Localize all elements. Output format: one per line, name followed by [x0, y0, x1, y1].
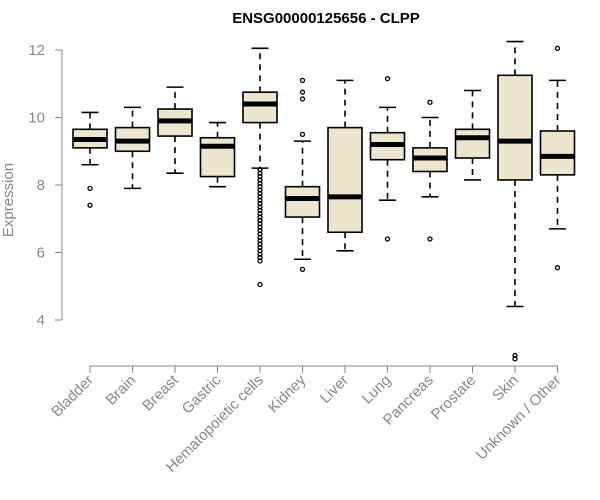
box-3 [157, 86, 193, 174]
iqr-box [497, 74, 533, 181]
box-10 [454, 89, 491, 181]
outlier-point [87, 185, 93, 192]
outlier-point [257, 258, 263, 264]
iqr-box [284, 185, 321, 218]
x-tick-label: Prostate [428, 372, 480, 424]
box-7 [327, 79, 363, 252]
boxes [72, 40, 576, 362]
chart-title: ENSG00000125656 - CLPP [232, 10, 420, 27]
box-11 [497, 40, 533, 362]
box-5 [242, 47, 278, 288]
y-tick-label: 8 [37, 177, 45, 194]
x-tick-label: Liver [317, 372, 352, 407]
x-tick-label: Breast [139, 371, 182, 414]
box-8 [369, 76, 406, 242]
box-2 [114, 106, 151, 190]
outlier-point [299, 89, 306, 95]
iqr-box [539, 130, 576, 176]
y-ticks: 4 6 8 10 12 [28, 42, 62, 329]
x-tick-label: Lung [359, 372, 395, 408]
x-tick-label: Brain [103, 372, 140, 409]
x-tick-label: Bladder [48, 372, 97, 421]
y-tick-label: 10 [28, 110, 45, 127]
outlier-point [554, 265, 561, 271]
outlier-point [299, 266, 306, 273]
y-tick-label: 6 [37, 245, 45, 262]
y-axis-label: Expression [0, 163, 17, 237]
outlier-point [299, 131, 306, 138]
box-6 [284, 77, 321, 273]
iqr-box [242, 91, 278, 124]
outlier-point [87, 202, 93, 208]
box-1 [72, 111, 108, 208]
iqr-box [199, 136, 236, 178]
iqr-box [327, 126, 363, 234]
x-tick-label: Kidney [265, 371, 310, 416]
outlier-point [427, 99, 433, 105]
y-tick-label: 12 [28, 42, 45, 59]
y-tick-label: 4 [37, 312, 45, 329]
box-12 [539, 45, 576, 271]
outlier-point [427, 236, 433, 242]
outlier-point [257, 281, 263, 288]
outlier-point [299, 77, 306, 84]
x-tick-label: Skin [489, 372, 522, 405]
iqr-box [454, 128, 491, 159]
box-4 [199, 121, 236, 188]
outlier-point [384, 236, 391, 242]
outlier-point [512, 356, 518, 362]
outlier-point [554, 45, 561, 51]
outlier-point [384, 76, 391, 82]
box-9 [412, 99, 448, 242]
outlier-point [299, 96, 306, 102]
